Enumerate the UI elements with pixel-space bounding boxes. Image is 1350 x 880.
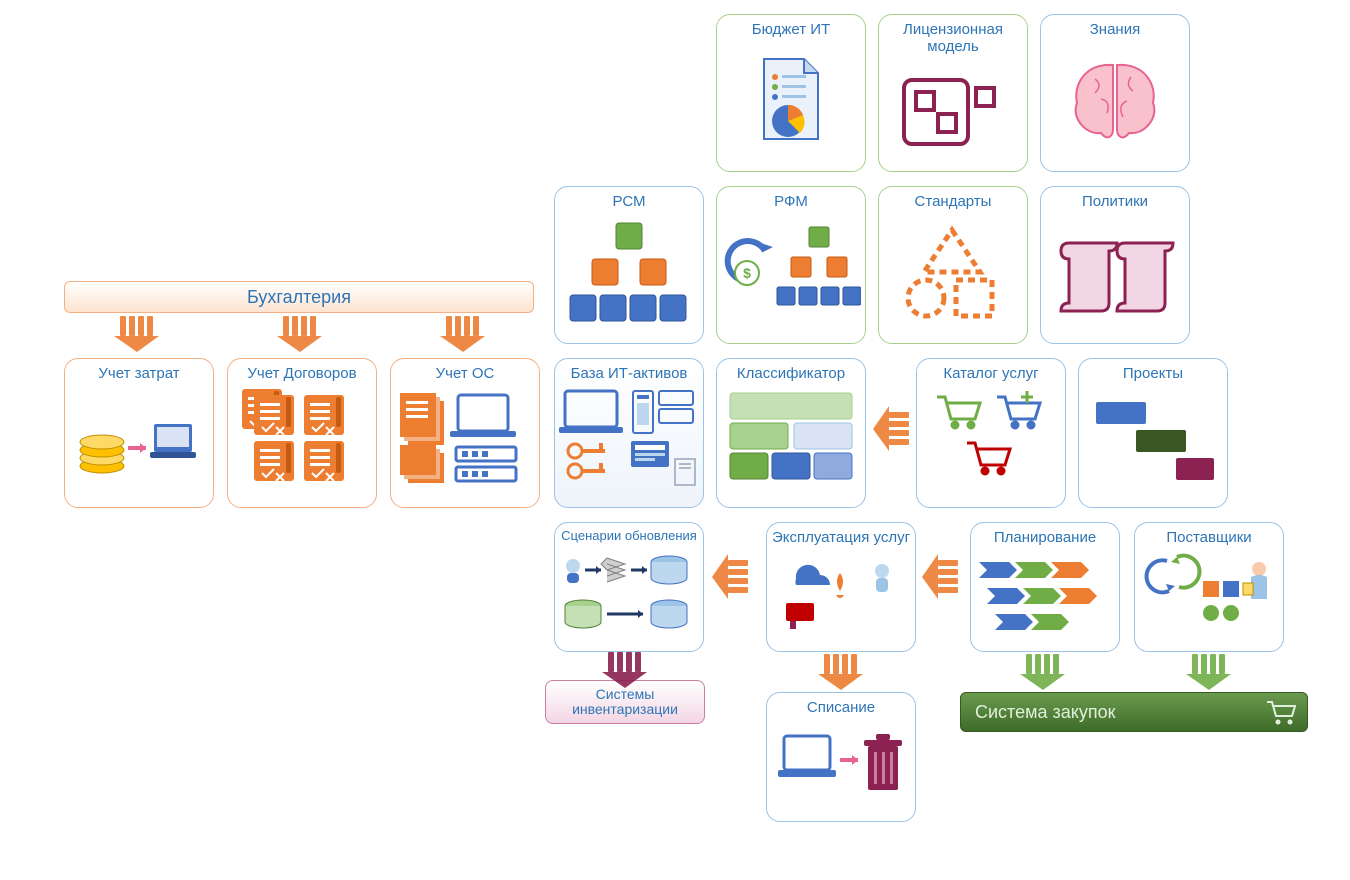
card-title: Политики [1041,191,1189,212]
card-title: РСМ [555,191,703,212]
card-title: Стандарты [879,191,1027,212]
card-title: Учет Договоров [228,363,376,384]
card-title: Знания [1041,19,1189,40]
card-assets-acc: Учет ОС [390,358,540,508]
card-suppliers: Поставщики [1134,522,1284,652]
brain-icon [1065,55,1165,145]
cart-icon [1265,698,1299,726]
inventory-bar: Системы инвентаризации [545,680,705,724]
budget-document-icon [756,55,826,145]
card-title: База ИТ-активов [555,363,703,384]
card-contracts: Учет Договоров [227,358,377,508]
finance-hierarchy-icon: $ [721,217,861,327]
card-projects: Проекты [1078,358,1228,508]
card-title: Каталог услуг [917,363,1065,384]
scrolls-icon [1055,227,1175,317]
operation-icon [776,551,906,631]
catalog-carts-icon [931,389,1051,489]
card-it-assets: База ИТ-активов [554,358,704,508]
card-title: Сценарии обновления [555,527,703,546]
fixed-assets-icon [400,389,530,489]
card-title: Поставщики [1135,527,1283,548]
card-catalog: Каталог услуг [916,358,1066,508]
card-rfm: РФМ $ [716,186,866,344]
card-rsm: РСМ [554,186,704,344]
svg-text:$: $ [743,265,751,281]
it-assets-icon [559,387,699,492]
card-knowledge: Знания [1040,14,1190,172]
contracts-icon [242,389,362,489]
card-operation: Эксплуатация услуг [766,522,916,652]
planning-chevrons-icon [975,556,1115,636]
coins-laptop-icon [74,394,204,484]
procurement-label: Система закупок [961,702,1265,723]
suppliers-icon [1139,551,1279,641]
card-title: Учет затрат [65,363,213,384]
card-planning: Планирование [970,522,1120,652]
card-writeoff: Списание [766,692,916,822]
inventory-label: Системы инвентаризации [546,687,704,718]
hierarchy-icon [564,217,694,327]
card-title: Учет ОС [391,363,539,384]
card-title: Классификатор [717,363,865,384]
card-licensing: Лицензионная модель [878,14,1028,172]
card-title: РФМ [717,191,865,212]
scenarios-icon [559,548,699,638]
card-standards: Стандарты [878,186,1028,344]
procurement-bar: Система закупок [960,692,1308,732]
card-classifier: Классификатор [716,358,866,508]
card-title: Эксплуатация услуг [767,527,915,548]
licensing-blocks-icon [898,68,1008,158]
shapes-icon [898,222,1008,322]
gantt-icon [1088,394,1218,484]
card-scenarios: Сценарии обновления [554,522,704,652]
accounting-bar: Бухгалтерия [64,281,534,313]
card-title: Списание [767,697,915,718]
card-title: Проекты [1079,363,1227,384]
card-title: Планирование [971,527,1119,548]
classifier-icon [726,389,856,489]
card-budget: Бюджет ИТ [716,14,866,172]
card-title: Лицензионная модель [879,19,1027,58]
card-title: Бюджет ИТ [717,19,865,40]
writeoff-icon [776,726,906,806]
card-policies: Политики [1040,186,1190,344]
card-costs: Учет затрат [64,358,214,508]
accounting-label: Бухгалтерия [65,287,533,308]
